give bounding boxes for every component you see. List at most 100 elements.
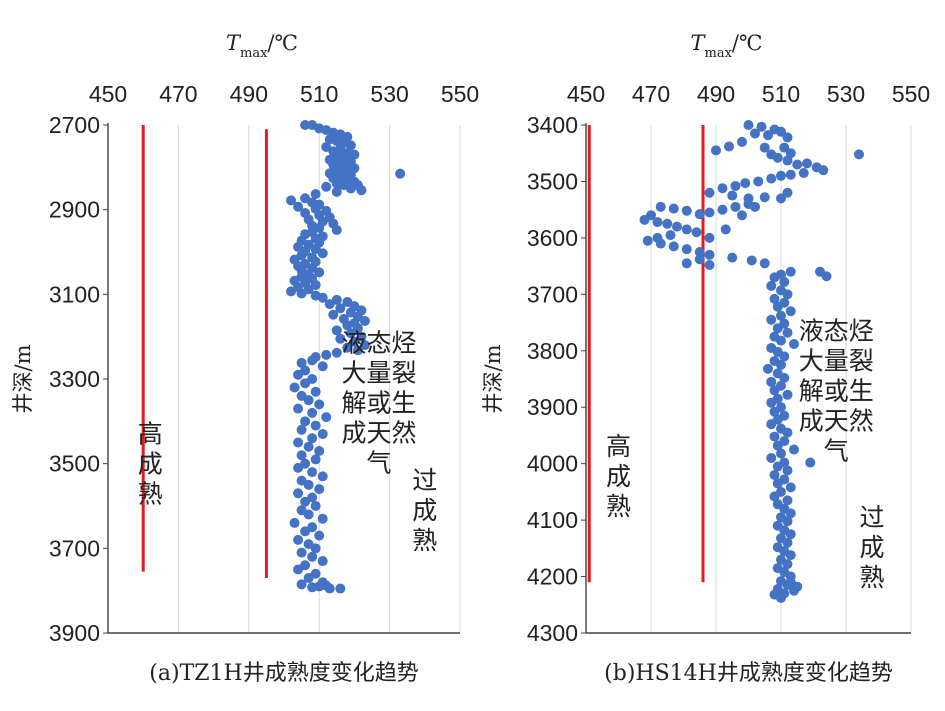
data-point xyxy=(317,471,328,482)
data-point xyxy=(331,325,342,336)
data-point xyxy=(317,292,328,303)
x-tick-label: 510 xyxy=(762,81,800,107)
zone-label-line: 熟 xyxy=(606,492,631,521)
data-point xyxy=(300,378,311,389)
data-point xyxy=(789,339,799,350)
data-point xyxy=(342,320,353,331)
x-axis-title-sub: max xyxy=(705,46,733,61)
data-point xyxy=(854,149,864,160)
data-point xyxy=(303,572,314,583)
data-point xyxy=(317,556,328,567)
y-tick-label: 3300 xyxy=(49,366,100,392)
zone-label-line: 大量裂 xyxy=(342,358,417,387)
data-point xyxy=(805,457,816,468)
x-tick-label: 490 xyxy=(697,81,735,107)
data-point xyxy=(289,382,300,393)
data-point xyxy=(300,526,311,537)
data-point xyxy=(356,185,367,196)
data-point xyxy=(798,167,809,178)
data-point xyxy=(349,336,360,347)
data-point xyxy=(779,351,790,362)
y-axis-title: 井深/m xyxy=(481,344,505,413)
zone-label-line: 成 xyxy=(412,496,437,525)
data-point xyxy=(310,420,321,431)
y-axis-title: 井深/m xyxy=(11,344,35,413)
data-point xyxy=(317,513,328,524)
data-point xyxy=(772,323,783,334)
y-tick-label: 4200 xyxy=(527,564,578,590)
data-point xyxy=(296,547,307,558)
chart-caption: (b)HS14H井成熟度变化趋势 xyxy=(604,661,893,686)
data-point xyxy=(642,235,653,246)
data-point xyxy=(694,254,705,265)
data-point xyxy=(356,331,367,342)
data-point xyxy=(303,479,314,490)
data-point xyxy=(303,441,314,452)
data-point xyxy=(792,581,803,592)
x-tick-label: 470 xyxy=(632,81,670,107)
data-point xyxy=(769,406,780,417)
data-point xyxy=(785,529,796,540)
data-point xyxy=(782,495,793,506)
chart-panel-0: 450 470 490 510 530 550 2700 2900 3100 3300 3500 37… xyxy=(11,31,479,686)
data-point xyxy=(782,155,793,166)
data-point xyxy=(321,349,332,360)
data-point xyxy=(665,230,676,241)
zone-label-line: 熟 xyxy=(412,526,437,555)
data-point xyxy=(691,227,702,238)
data-point xyxy=(772,440,783,451)
data-point xyxy=(759,142,770,153)
data-point xyxy=(753,176,764,187)
data-point xyxy=(310,543,321,554)
zone-label-line: 熟 xyxy=(859,563,884,592)
y-tick-label: 4000 xyxy=(527,451,578,477)
zone-label-line: 熟 xyxy=(138,480,163,509)
data-point xyxy=(296,424,307,435)
data-point xyxy=(779,142,790,153)
data-point xyxy=(672,221,682,232)
data-point xyxy=(772,461,783,472)
data-point xyxy=(335,303,346,314)
data-point xyxy=(792,159,803,170)
data-point xyxy=(769,272,780,283)
data-point xyxy=(782,132,793,143)
data-point xyxy=(314,399,325,410)
data-point xyxy=(321,580,332,591)
data-point xyxy=(766,397,777,408)
data-point xyxy=(296,357,307,368)
data-point xyxy=(782,289,793,300)
data-point xyxy=(717,183,728,194)
data-point xyxy=(782,327,793,338)
data-point xyxy=(668,203,679,214)
data-point xyxy=(776,170,786,181)
zone-label-line: 大量裂 xyxy=(799,346,874,375)
data-point xyxy=(740,178,751,189)
data-point xyxy=(655,238,666,249)
data-point xyxy=(789,444,799,455)
y-tick-label: 3700 xyxy=(49,535,100,561)
data-point xyxy=(307,355,318,366)
x-tick-label: 550 xyxy=(892,81,930,107)
x-tick-label: 510 xyxy=(300,81,338,107)
data-point xyxy=(769,385,780,396)
data-point xyxy=(293,564,304,575)
data-point xyxy=(307,467,318,478)
data-point xyxy=(727,190,738,201)
x-axis-title-unit: /℃ xyxy=(732,31,763,55)
data-point xyxy=(782,427,793,438)
data-point xyxy=(307,582,318,593)
data-point xyxy=(779,372,790,383)
data-point xyxy=(727,252,738,263)
data-point xyxy=(639,214,650,225)
data-point xyxy=(681,224,692,235)
data-point xyxy=(782,389,793,400)
data-point xyxy=(286,286,297,297)
zone-label: 过成熟 xyxy=(859,503,884,592)
x-tick-label: 470 xyxy=(159,81,197,107)
data-point xyxy=(759,258,770,269)
data-point xyxy=(730,180,741,191)
data-point xyxy=(704,187,715,198)
zone-label-line: 成天然 xyxy=(342,418,417,447)
data-point xyxy=(286,195,297,206)
